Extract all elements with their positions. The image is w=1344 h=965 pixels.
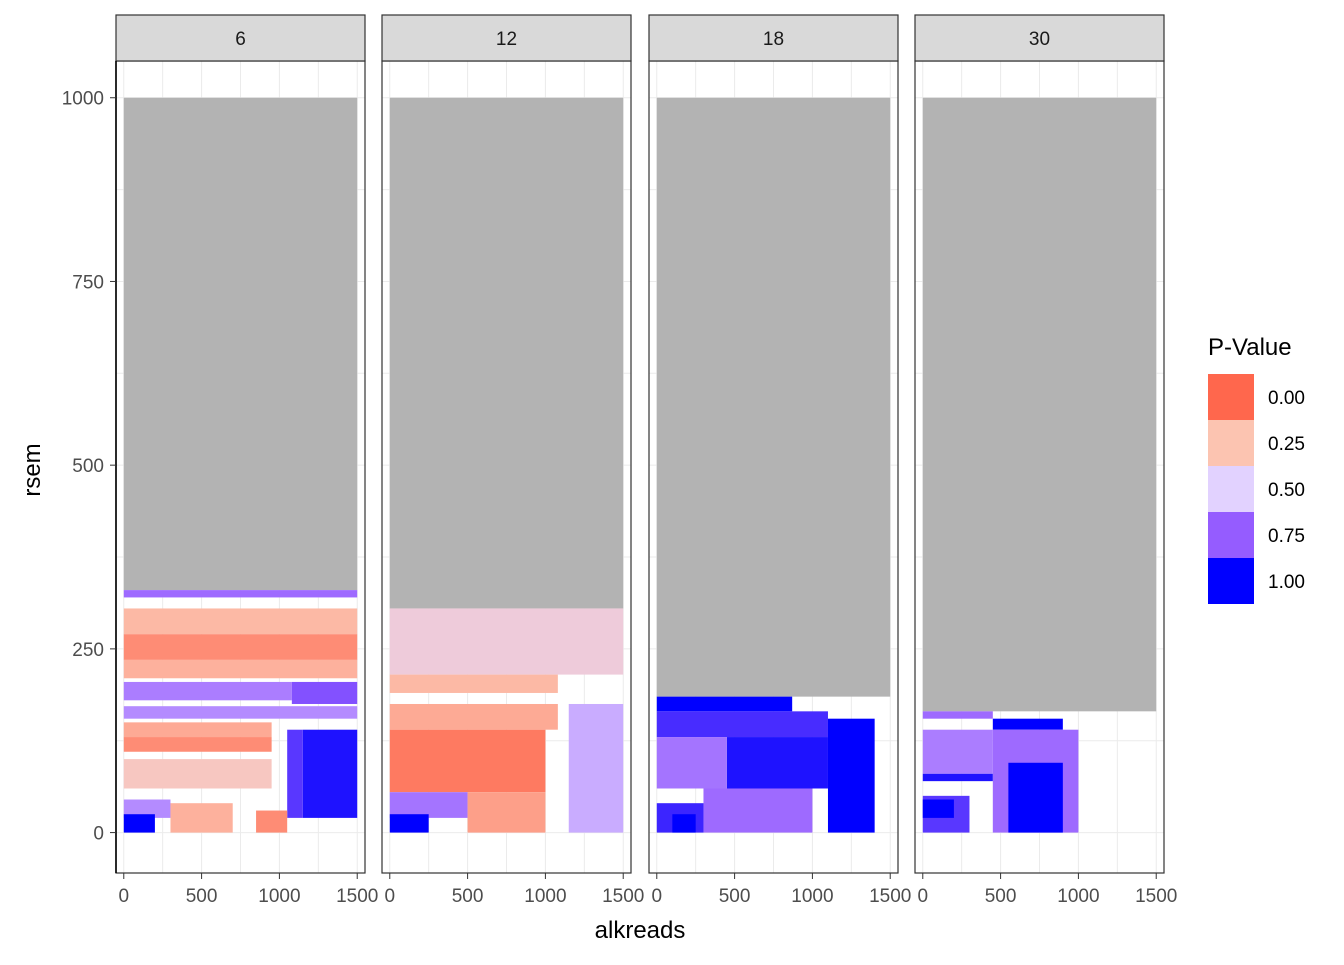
x-tick-label: 1000 — [524, 886, 566, 907]
heat-tile — [389, 703, 558, 730]
heat-tile — [922, 729, 993, 774]
x-tick-label: 0 — [118, 886, 129, 907]
y-axis-title: rsem — [19, 443, 46, 496]
heat-tile — [123, 814, 155, 833]
x-tick-label: 1500 — [869, 886, 911, 907]
heat-tile — [568, 703, 624, 833]
facet-strip — [914, 14, 1165, 62]
heat-tile — [672, 814, 696, 833]
x-tick-label: 500 — [985, 886, 1017, 907]
facet-strip-label: 30 — [1029, 29, 1050, 50]
facet-strip — [648, 14, 899, 62]
x-axis-title: alkreads — [595, 917, 686, 944]
heat-tile — [1008, 762, 1063, 833]
heat-tile — [922, 773, 993, 782]
x-tick-label: 1000 — [791, 886, 833, 907]
heat-tile — [703, 788, 813, 833]
legend-title: P-Value — [1208, 334, 1292, 361]
heat-tile — [302, 729, 358, 818]
heat-tile — [389, 608, 624, 675]
heat-tile — [389, 729, 546, 793]
x-tick-label: 1500 — [602, 886, 644, 907]
heat-tile — [922, 711, 993, 719]
x-tick-label: 500 — [452, 886, 484, 907]
heat-tile — [389, 792, 468, 818]
heat-tile — [123, 681, 292, 701]
legend-swatch — [1208, 466, 1254, 512]
x-tick-label: 500 — [719, 886, 751, 907]
legend: P-Value 0.00 0.25 0.50 0.75 1.00 — [1208, 334, 1305, 604]
y-tick-label: 1000 — [62, 89, 104, 110]
legend-label: 0.75 — [1268, 526, 1305, 547]
legend-items: 0.00 0.25 0.50 0.75 1.00 — [1208, 374, 1305, 604]
y-tick-label: 750 — [72, 272, 104, 293]
x-tick-label: 0 — [651, 886, 662, 907]
heat-tile — [123, 634, 358, 660]
y-tick-label: 500 — [72, 456, 104, 477]
heat-tile — [123, 722, 272, 738]
legend-label: 0.00 — [1268, 388, 1305, 409]
heat-tile — [123, 737, 272, 752]
heat-tile — [123, 759, 272, 789]
legend-label: 1.00 — [1268, 572, 1305, 593]
heat-tile — [389, 97, 624, 609]
facet-strip — [115, 14, 366, 62]
facet-strip — [381, 14, 632, 62]
heat-tile — [123, 659, 358, 679]
facet-panel-18: 18 0 500 1000 1500 — [648, 14, 911, 907]
heat-tile — [170, 803, 233, 833]
heat-tile — [123, 97, 358, 591]
y-tick-label: 250 — [72, 640, 104, 661]
x-tick-label: 1500 — [1135, 886, 1177, 907]
heat-tile — [922, 97, 1157, 712]
legend-label: 0.50 — [1268, 480, 1305, 501]
heat-tile — [291, 681, 358, 704]
heat-tile — [256, 810, 288, 833]
facet-strip-label: 18 — [763, 29, 784, 50]
legend-label: 0.25 — [1268, 434, 1305, 455]
facet-strip-label: 12 — [496, 29, 517, 50]
heat-tile — [656, 97, 891, 697]
heat-tile — [992, 718, 1063, 730]
heat-tile — [656, 737, 727, 789]
heat-tile — [287, 729, 303, 818]
x-tick-label: 500 — [186, 886, 218, 907]
legend-swatch — [1208, 374, 1254, 420]
x-tick-label: 0 — [384, 886, 395, 907]
heat-tile — [922, 799, 954, 818]
facet-panel-6: 6 0 500 1000 1500 0 250 500 750 1000 — [62, 14, 378, 907]
facet-strip-label: 6 — [235, 29, 246, 50]
x-tick-label: 1000 — [1057, 886, 1099, 907]
heat-tile — [656, 696, 793, 712]
heat-tile — [123, 799, 171, 818]
legend-swatch — [1208, 420, 1254, 466]
heat-tile — [726, 737, 828, 789]
heat-tile — [123, 590, 358, 598]
heat-tile — [467, 792, 546, 833]
heat-tile — [123, 608, 358, 635]
x-tick-label: 1000 — [258, 886, 300, 907]
x-tick-label: 0 — [917, 886, 928, 907]
facet-panel-12: 12 0 500 1000 1500 — [381, 14, 644, 907]
x-tick-label: 1500 — [336, 886, 378, 907]
heat-tile — [827, 718, 875, 833]
heat-tile — [123, 706, 358, 719]
facet-panels: 6 0 500 1000 1500 0 250 500 750 1000 12 0 500 1000 150… — [62, 14, 1177, 907]
heat-tile — [389, 814, 429, 833]
heat-tile — [389, 674, 558, 693]
facet-panel-30: 30 0 500 1000 1500 — [914, 14, 1177, 907]
y-tick-label: 0 — [93, 824, 104, 845]
legend-swatch — [1208, 558, 1254, 604]
heat-tile — [656, 711, 828, 738]
legend-swatch — [1208, 512, 1254, 558]
